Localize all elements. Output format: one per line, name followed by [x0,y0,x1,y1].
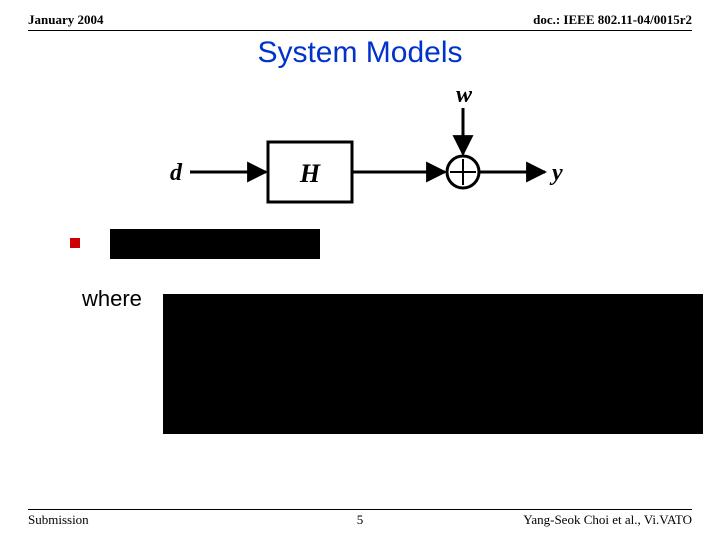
label-h: H [299,159,321,188]
header-date: January 2004 [28,12,103,28]
label-d: d [170,160,183,186]
slide-title: System Models [0,36,720,70]
footer-page: 5 [357,512,364,528]
header-docref: doc.: IEEE 802.11-04/0015r2 [533,12,692,28]
redacted-block-2 [163,294,703,434]
where-label: where [82,286,142,312]
label-w: w [456,86,473,108]
label-y: y [549,160,563,186]
slide-header: January 2004 doc.: IEEE 802.11-04/0015r2 [28,12,692,31]
footer-right: Yang-Seok Choi et al., Vi.VATO [523,512,692,528]
system-diagram: d H w y [150,86,570,226]
footer-left: Submission [28,512,89,528]
redacted-block-1 [110,229,320,259]
slide-footer: Submission 5 Yang-Seok Choi et al., Vi.V… [28,509,692,528]
bullet-icon [70,238,80,248]
